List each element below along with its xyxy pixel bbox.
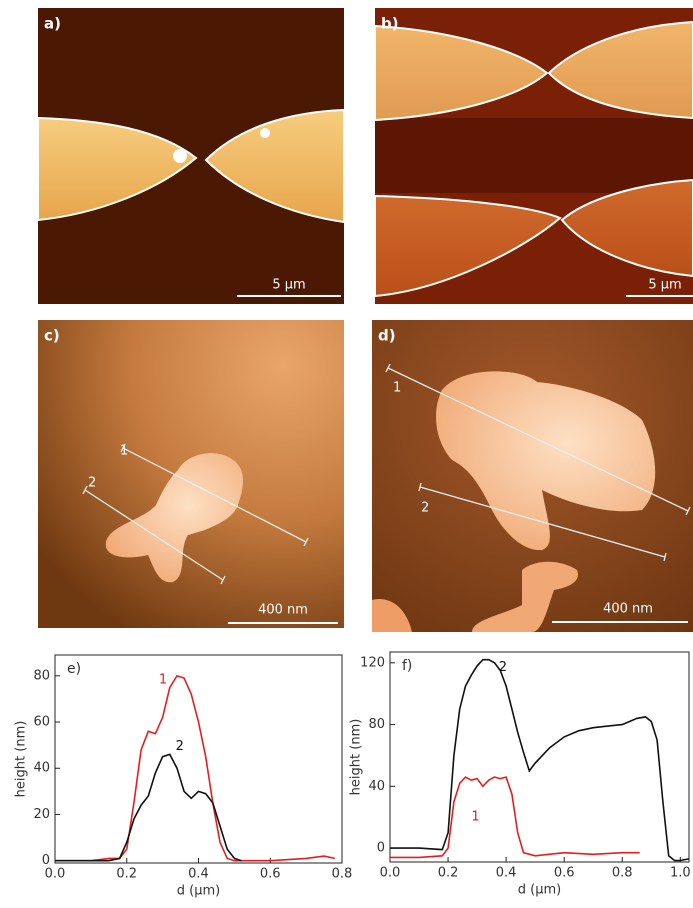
profile-label: 1 xyxy=(120,444,128,459)
data-line xyxy=(390,777,640,857)
x-tick-label: 0.2 xyxy=(438,866,459,881)
panel-label: a) xyxy=(44,15,61,33)
x-tick-label: 0.8 xyxy=(332,867,353,882)
panel-b: b) 5 µm xyxy=(375,8,693,304)
panel-d: 1 2 d) 400 nm xyxy=(372,320,693,632)
series-label: 1 xyxy=(471,810,479,825)
panel-label: d) xyxy=(378,327,396,345)
y-tick-label: 20 xyxy=(33,807,50,822)
y-tick-label: 0 xyxy=(42,853,50,868)
series-label: 2 xyxy=(499,660,507,675)
y-tick-label: 60 xyxy=(33,715,50,730)
x-tick-label: 0.6 xyxy=(554,866,575,881)
profile-label: 1 xyxy=(393,381,401,396)
y-tick-label: 40 xyxy=(33,761,50,776)
x-axis-label: d (µm) xyxy=(177,884,220,899)
panel-label: b) xyxy=(381,15,399,33)
data-line xyxy=(55,676,335,861)
x-tick-label: 0.2 xyxy=(116,867,137,882)
figure: a) 5 µm b) 5 µm 1 2 c) 400 nm xyxy=(0,0,693,904)
panel-label: c) xyxy=(44,327,60,345)
x-tick-label: 0.4 xyxy=(496,866,517,881)
data-line xyxy=(55,754,242,860)
profile-label: 2 xyxy=(88,476,96,491)
x-tick-label: 0.8 xyxy=(612,866,633,881)
plot-frame xyxy=(390,652,689,862)
x-tick-label: 0.6 xyxy=(260,867,281,882)
y-tick-label: 80 xyxy=(33,668,50,683)
y-tick-label: 80 xyxy=(368,717,385,732)
plot-frame xyxy=(55,655,342,863)
panel-c: 1 2 c) 400 nm xyxy=(38,320,344,628)
y-axis-label: height (nm) xyxy=(14,721,29,798)
y-tick-label: 40 xyxy=(368,779,385,794)
scale-bar-label: 5 µm xyxy=(648,278,681,293)
panel-a: a) 5 µm xyxy=(38,8,344,304)
series-label: 1 xyxy=(159,672,167,687)
y-axis-label: height (nm) xyxy=(349,719,364,796)
x-tick-label: 0.4 xyxy=(188,867,209,882)
y-tick-label: 0 xyxy=(377,841,385,856)
series-label: 2 xyxy=(176,739,184,754)
scale-bar-label: 5 µm xyxy=(272,278,305,293)
profile-label: 2 xyxy=(421,501,429,516)
chart-label: f) xyxy=(402,658,412,674)
x-tick-label: 0.0 xyxy=(380,866,401,881)
y-tick-label: 120 xyxy=(360,655,385,670)
scale-bar-label: 400 nm xyxy=(258,603,308,618)
scale-bar-label: 400 nm xyxy=(603,602,653,617)
x-tick-label: 1.0 xyxy=(670,866,691,881)
x-tick-label: 0.0 xyxy=(45,867,66,882)
x-axis-label: d (µm) xyxy=(518,883,561,898)
chart-label: e) xyxy=(67,661,81,677)
data-line xyxy=(390,660,689,861)
